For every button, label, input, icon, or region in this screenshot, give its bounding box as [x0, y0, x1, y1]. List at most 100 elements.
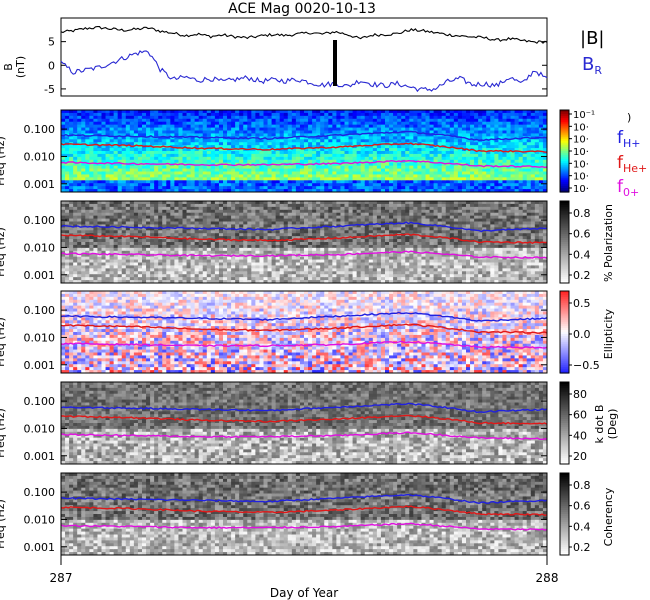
spec-cell — [235, 130, 240, 135]
spec-cell — [243, 112, 248, 117]
spec-cell — [194, 274, 200, 278]
spec-cell — [506, 159, 512, 164]
spec-cell — [372, 121, 378, 126]
spec-cell — [433, 130, 439, 135]
spec-cell — [259, 127, 265, 132]
spec-cell — [166, 221, 171, 226]
colorbar-cell — [560, 136, 569, 140]
spec-cell — [401, 189, 406, 192]
spec-cell — [125, 277, 131, 281]
spec-cell — [538, 156, 544, 161]
spec-cell — [518, 180, 524, 184]
spec-cell — [522, 177, 528, 181]
spec-cell — [425, 130, 431, 135]
spec-cell — [154, 130, 159, 135]
spec-cell — [206, 215, 212, 220]
spec-cell — [202, 206, 208, 211]
spec-cell — [542, 189, 547, 192]
spec-cell — [425, 171, 431, 176]
spec-cell — [259, 218, 265, 223]
spec-cell — [437, 171, 443, 176]
spec-cell — [146, 239, 151, 243]
spec-cell — [206, 127, 212, 132]
spec-cell — [295, 110, 301, 114]
spec-cell — [182, 221, 188, 226]
spec-cell — [182, 121, 188, 126]
spec-cell — [89, 180, 94, 184]
spec-cell — [470, 127, 475, 132]
spec-cell — [393, 139, 398, 143]
spec-cell — [453, 165, 459, 170]
spec-cell — [162, 165, 167, 170]
spec-cell — [142, 242, 147, 246]
spec-cell — [210, 171, 216, 176]
spec-cell — [182, 262, 188, 267]
spec-cell — [352, 153, 358, 158]
spec-cell — [372, 136, 378, 140]
spec-cell — [182, 209, 188, 214]
spec-cell — [194, 277, 200, 281]
spec-cell — [178, 127, 184, 132]
spec-cell — [190, 271, 196, 275]
spec-cell — [243, 174, 248, 178]
spec-cell — [125, 201, 131, 205]
spec-cell — [117, 268, 123, 272]
spec-cell — [445, 115, 451, 120]
spec-cell — [259, 274, 265, 278]
spec-cell — [97, 268, 103, 272]
spec-cell — [214, 280, 220, 283]
spec-cell — [271, 186, 277, 190]
spec-cell — [142, 148, 147, 152]
spec-cell — [97, 253, 103, 258]
spec-cell — [206, 239, 212, 243]
spec-cell — [89, 206, 94, 211]
spec-cell — [158, 239, 163, 243]
spec-cell — [194, 244, 200, 249]
spec-cell — [65, 244, 70, 249]
spec-cell — [421, 130, 427, 135]
spec-cell — [482, 174, 487, 178]
spec-cell — [146, 206, 151, 211]
spec-cell — [320, 124, 325, 129]
spec-cell — [186, 130, 192, 135]
spec-cell — [445, 136, 451, 140]
spec-cell — [389, 148, 394, 152]
spec-cell — [255, 189, 261, 192]
spec-cell — [478, 165, 483, 170]
spec-cell — [470, 183, 475, 187]
spec-cell — [231, 156, 236, 161]
spec-cell — [158, 142, 163, 146]
spec-cell — [129, 203, 135, 208]
spec-cell — [81, 247, 86, 252]
spec-cell — [202, 156, 208, 161]
spec-cell — [73, 153, 78, 158]
spec-cell — [89, 253, 94, 258]
spec-cell — [243, 186, 248, 190]
spec-cell — [146, 151, 151, 155]
spec-cell — [389, 136, 394, 140]
spec-cell — [267, 177, 273, 181]
spec-cell — [417, 139, 423, 143]
spec-cell — [117, 156, 123, 161]
spec-cell — [530, 177, 536, 181]
spec-cell — [85, 268, 90, 272]
spec-cell — [125, 259, 131, 264]
spec-cell — [69, 156, 74, 161]
spec-cell — [81, 186, 86, 190]
spec-cell — [283, 156, 289, 161]
spec-cell — [316, 159, 321, 164]
spec-cell — [490, 156, 495, 161]
spec-cell — [304, 165, 309, 170]
spec-cell — [97, 145, 103, 149]
spec-cell — [498, 180, 504, 184]
spec-cell — [227, 230, 232, 234]
spec-cell — [522, 127, 528, 132]
spec-cell — [190, 112, 196, 117]
spec-cell — [380, 112, 386, 117]
spec-cell — [437, 162, 443, 167]
spec-cell — [498, 142, 504, 146]
spec-cell — [247, 236, 252, 240]
spec-cell — [433, 156, 439, 161]
spec-cell — [279, 180, 285, 184]
spec-cell — [81, 121, 86, 126]
